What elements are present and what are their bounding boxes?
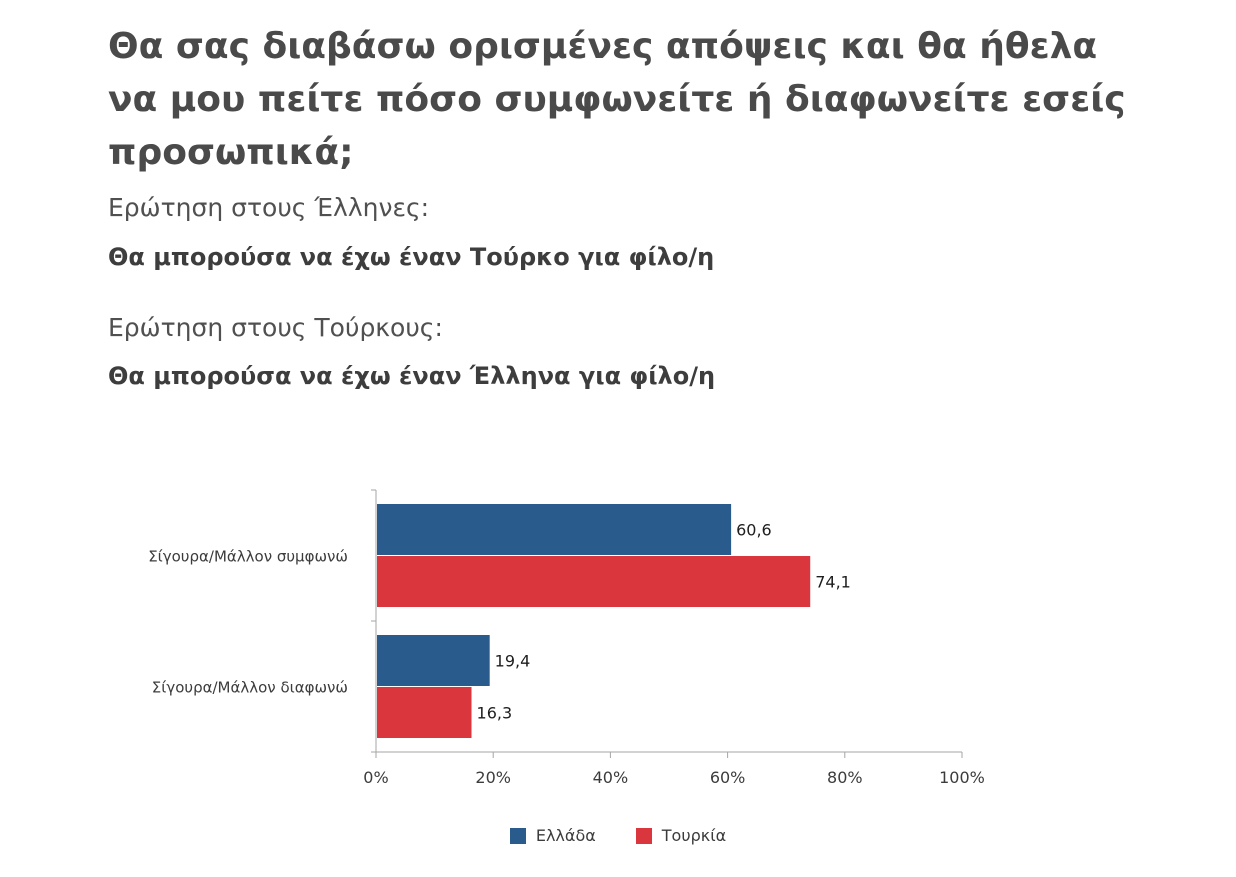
bar-agree-turkey	[377, 556, 811, 607]
legend-swatch-turkey	[635, 827, 652, 844]
x-tick-label: 60%	[710, 768, 746, 787]
x-tick-label: 20%	[475, 768, 511, 787]
x-tick-label: 40%	[593, 768, 629, 787]
question-turks-text: Θα μπορούσα να έχω έναν Έλληνα για φίλο/…	[108, 362, 716, 390]
category-label-agree: Σίγουρα/Μάλλον συμφωνώ	[148, 548, 348, 566]
bar-disagree-greece	[377, 635, 490, 686]
category-label-disagree: Σίγουρα/Μάλλον διαφωνώ	[152, 679, 348, 697]
value-label-agree-greece: 60,6	[736, 521, 772, 540]
legend-label-greece: Ελλάδα	[535, 826, 596, 845]
legend-item-turkey: Τουρκία	[635, 826, 727, 845]
x-tick-label: 0%	[363, 768, 388, 787]
question-greeks-text: Θα μπορούσα να έχω έναν Τούρκο για φίλο/…	[108, 243, 715, 271]
question-greeks-label: Ερώτηση στους Έλληνες:	[108, 193, 430, 222]
x-tick-label: 100%	[939, 768, 985, 787]
value-label-agree-turkey: 74,1	[815, 573, 851, 592]
value-label-disagree-greece: 19,4	[495, 652, 531, 671]
legend-swatch-greece	[509, 827, 526, 844]
legend-item-greece: Ελλάδα	[509, 826, 596, 845]
question-turks-label: Ερώτηση στους Τούρκους:	[108, 313, 443, 342]
chart-legend: Ελλάδα Τουρκία	[0, 826, 1236, 845]
bar-disagree-turkey	[377, 687, 472, 738]
x-tick-label: 80%	[827, 768, 863, 787]
legend-label-turkey: Τουρκία	[661, 826, 727, 845]
value-label-disagree-turkey: 16,3	[477, 704, 513, 723]
bar-agree-greece	[377, 504, 732, 555]
chart-title: Θα σας διαβάσω ορισμένες απόψεις και θα …	[108, 26, 1126, 173]
